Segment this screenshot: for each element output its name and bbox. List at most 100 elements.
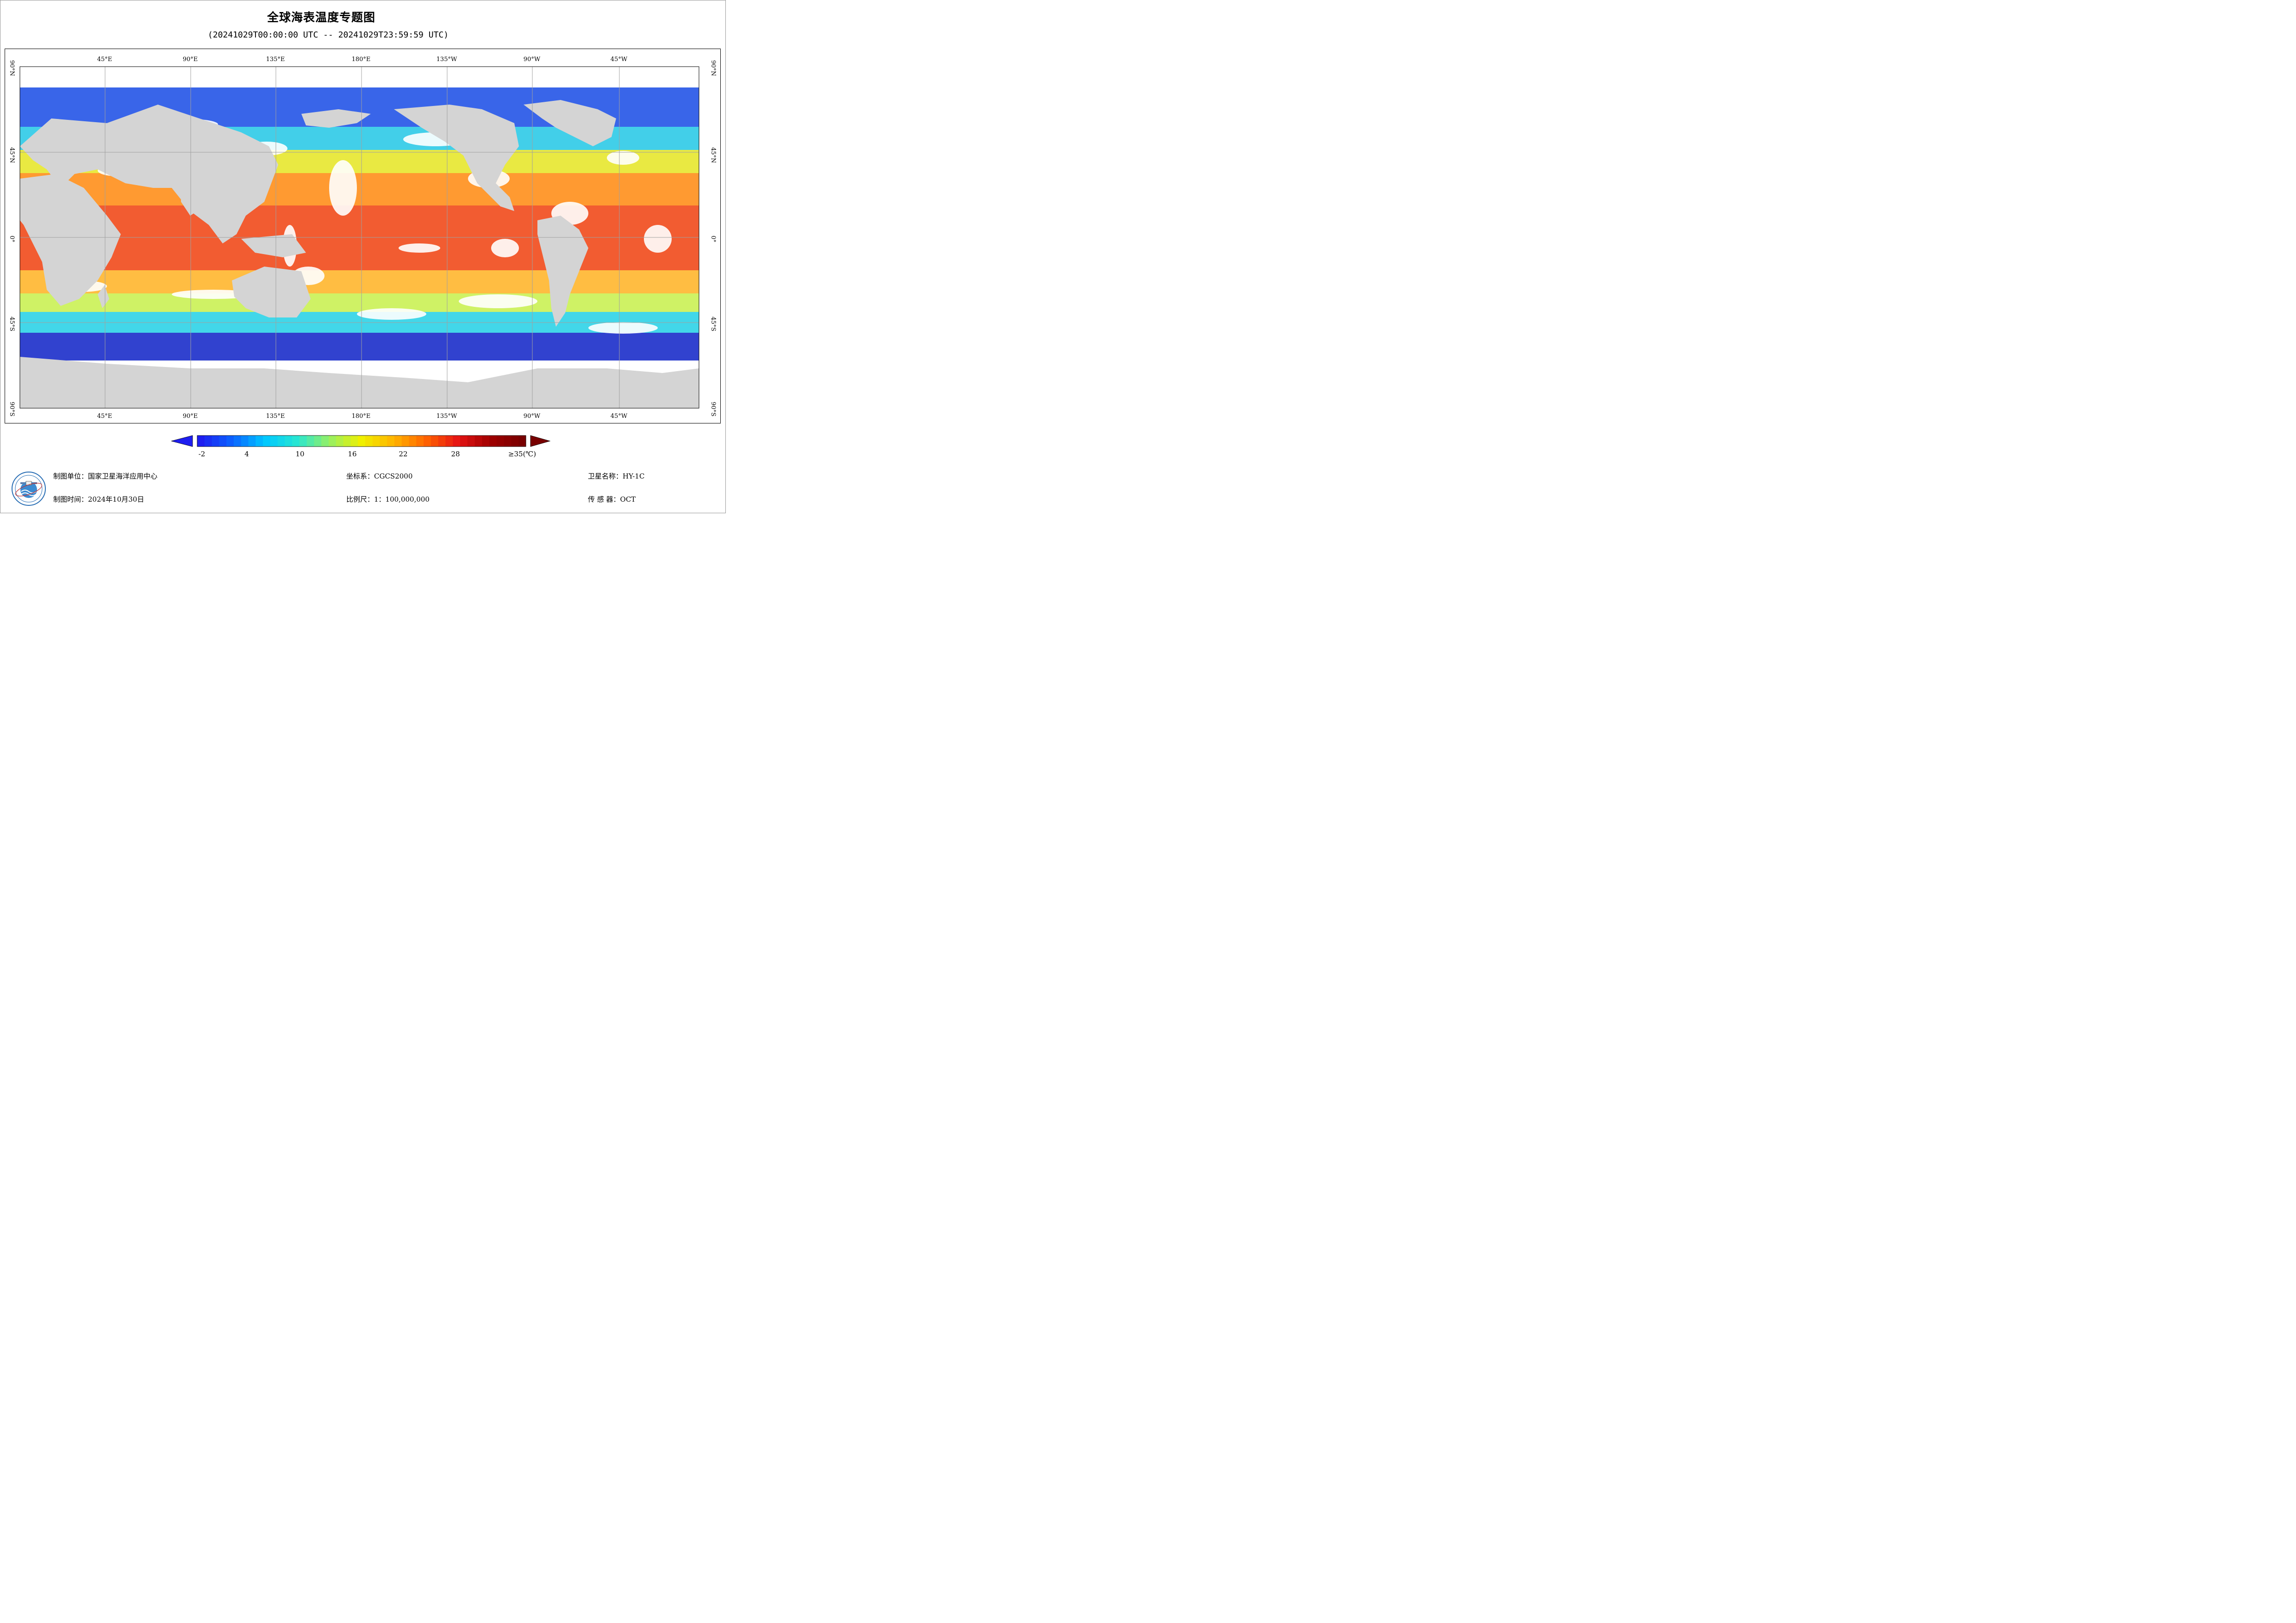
land-india [181,188,204,216]
lon-label-top: 90°E [182,56,198,63]
colorbar-tick: 10 [295,450,305,458]
land-maritime-continent [241,234,306,257]
colorbar-block [212,435,219,447]
lon-label-top: 135°W [436,56,457,63]
land-south-america [537,216,588,327]
colorbar-block [504,435,512,447]
land-antarctica [20,357,699,408]
satellite-name: 卫星名称：HY-1C [588,472,645,480]
colorbar-block [219,435,227,447]
lat-label-right: 0° [710,236,717,243]
lon-label-bottom: 180°E [351,413,371,420]
colorbar-block [197,435,205,447]
sst-field [20,67,699,408]
producer-info: 制图单位：国家卫星海洋应用中心 [53,472,158,480]
land-north-america [394,105,519,211]
colorbar-max-arrow [530,435,551,447]
colorbar-block [430,435,439,447]
colorbar-block [321,435,329,447]
map-frame: 45°E 90°E 135°E 180°E 135°W 90°W 45°W 45… [5,49,721,423]
colorbar-block [277,435,285,447]
colorbar-block [438,435,446,447]
colorbar-block [424,435,431,447]
colorbar-block [292,435,300,447]
land-northeast-asia [301,109,371,128]
lat-label-left: 90°S [8,402,15,417]
map-title: 全球海表温度专题图 [267,11,375,24]
plot-border [19,66,699,409]
colorbar-tick: 4 [244,450,249,458]
lat-label-right: 45°N [710,147,717,163]
production-date: 制图时间：2024年10月30日 [53,495,144,504]
colorbar-block [299,435,307,447]
lat-label-right: 90°N [710,60,717,76]
colorbar-block [204,435,212,447]
colorbar-border [197,435,526,447]
land-eurasia [20,105,278,243]
coordinate-system: 坐标系：CGCS2000 [346,472,413,480]
cloud-gap [607,151,639,165]
cloud-gap [329,160,357,216]
lat-label-right: 90°S [710,402,717,417]
land-madagascar [98,285,109,308]
colorbar-block [306,435,314,447]
colorbar-tick: -2 [198,450,206,458]
lon-label-bottom: 135°W [436,413,457,420]
cloud-gap [399,243,440,253]
lon-label-top: 90°W [523,56,541,63]
lat-label-left: 0° [8,236,15,243]
lon-label-top: 45°W [610,56,628,63]
colorbar-block [233,435,242,447]
lon-label-top: 180°E [351,56,371,63]
nsoas-emblem-icon [12,472,46,506]
colorbar-block [445,435,453,447]
colorbar-block [336,435,344,447]
time-range-subtitle: (20241029T00:00:00 UTC -- 20241029T23:59… [207,30,449,40]
colorbar-block [474,435,482,447]
sst-map [19,66,699,409]
lon-label-bottom: 90°W [523,413,541,420]
colorbar-block [394,435,402,447]
colorbar-block [482,435,490,447]
land-greenland-arctic [524,100,616,146]
sensor-name: 传 感 器：OCT [588,495,636,504]
temperature-colorbar [171,435,551,447]
sst-band-south-temperate [20,293,699,312]
colorbar-block [226,435,234,447]
colorbar-block [489,435,497,447]
cloud-gap [459,294,537,308]
cloud-gap [491,239,519,257]
colorbar-tick: 16 [348,450,357,458]
lat-label-right: 45°S [710,317,717,331]
lon-label-bottom: 135°E [266,413,285,420]
sst-band-southern-ocean [20,333,699,361]
colorbar-block [401,435,410,447]
colorbar-block [467,435,475,447]
lon-label-top: 135°E [266,56,285,63]
cloud-gap [588,322,658,334]
colorbar-tick: 22 [399,450,408,458]
lon-label-bottom: 45°W [610,413,628,420]
colorbar-block [460,435,468,447]
colorbar-block [241,435,249,447]
lon-label-top: 45°E [97,56,112,63]
colorbar-min-arrow [171,435,193,447]
sst-band-tropical [20,205,699,270]
lat-label-left: 45°S [8,317,15,331]
land-australia [232,267,311,317]
colorbar-block [511,435,519,447]
lat-label-left: 45°N [8,147,15,163]
colorbar-block [285,435,293,447]
colorbar-block [387,435,395,447]
colorbar-block [365,435,373,447]
colorbar-tick: ≥35(℃) [508,450,537,458]
colorbar-block [329,435,337,447]
colorbar-block [270,435,278,447]
colorbar-block [518,435,526,447]
colorbar-block [248,435,256,447]
colorbar-block [314,435,322,447]
colorbar-block [358,435,366,447]
colorbar-block [263,435,271,447]
colorbar-block [343,435,351,447]
colorbar-tick: 28 [451,450,460,458]
